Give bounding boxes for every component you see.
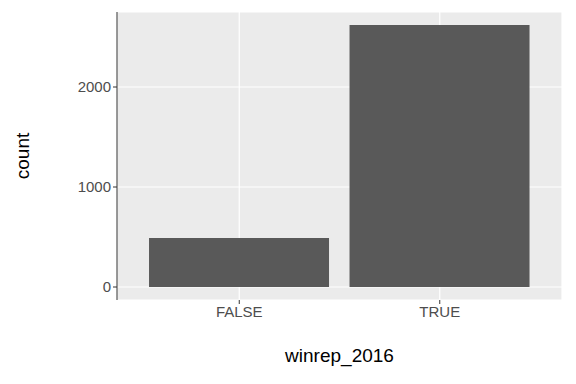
svg-text:TRUE: TRUE [419,303,460,320]
svg-text:1000: 1000 [78,178,111,195]
svg-text:FALSE: FALSE [216,303,263,320]
svg-text:count: count [12,132,33,179]
svg-text:winrep_2016: winrep_2016 [284,345,394,367]
svg-text:0: 0 [103,278,111,295]
svg-text:2000: 2000 [78,78,111,95]
